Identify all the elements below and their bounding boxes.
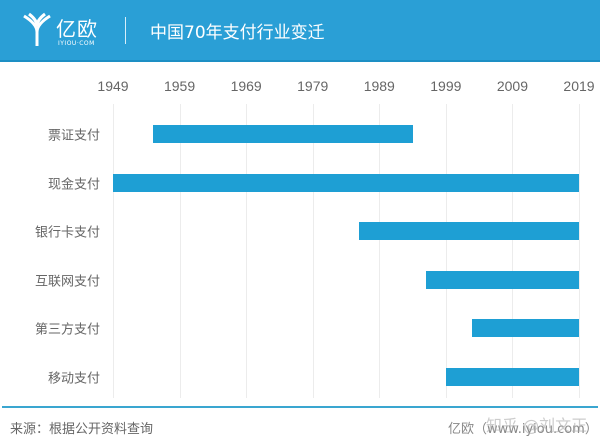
logo-domain: IYIOU·COM <box>58 40 95 47</box>
gridline <box>312 104 314 398</box>
logo-text: 亿欧 <box>56 17 98 41</box>
x-tick-label: 1999 <box>430 78 462 94</box>
gridline <box>445 104 447 398</box>
gridline <box>246 104 248 398</box>
x-tick-label: 1989 <box>363 78 395 94</box>
category-label: 现金支付 <box>47 177 100 193</box>
timeline-bar <box>425 270 579 289</box>
header-bar: 亿欧 IYIOU·COM 中国70年支付行业变迁 <box>0 0 600 60</box>
footer-divider <box>2 406 598 408</box>
timeline-bar <box>445 368 579 386</box>
source-note: 来源：根据公开资料查询 <box>10 422 154 437</box>
category-label: 第三方支付 <box>34 322 100 338</box>
x-tick-label: 1969 <box>230 78 262 94</box>
timeline-bar <box>359 222 579 241</box>
gridline <box>179 104 181 398</box>
x-tick-label: 2009 <box>496 78 528 94</box>
watermark: 知乎 @刘文正 <box>486 416 588 435</box>
x-tick-label: 1959 <box>163 78 196 94</box>
timeline-bar <box>152 125 413 143</box>
category-label: 票证支付 <box>47 128 100 144</box>
timeline-bar <box>472 319 579 338</box>
category-label: 互联网支付 <box>34 274 100 290</box>
x-tick-label: 2019 <box>563 78 595 94</box>
yiou-logo-icon <box>23 12 51 46</box>
x-tick-label: 1979 <box>297 78 329 94</box>
header-divider <box>125 17 126 44</box>
x-tick-label: 1949 <box>97 78 129 94</box>
credit-text: 亿欧（www.iyiou.com） <box>448 422 598 437</box>
gridline <box>579 104 580 398</box>
page-title: 中国70年支付行业变迁 <box>150 23 325 43</box>
gridline <box>512 104 514 398</box>
category-label: 银行卡支付 <box>34 225 100 241</box>
gridline <box>379 104 381 398</box>
category-label: 移动支付 <box>47 371 100 387</box>
header-underline <box>0 60 600 62</box>
timeline-bar <box>113 173 579 192</box>
gridline <box>113 104 114 398</box>
